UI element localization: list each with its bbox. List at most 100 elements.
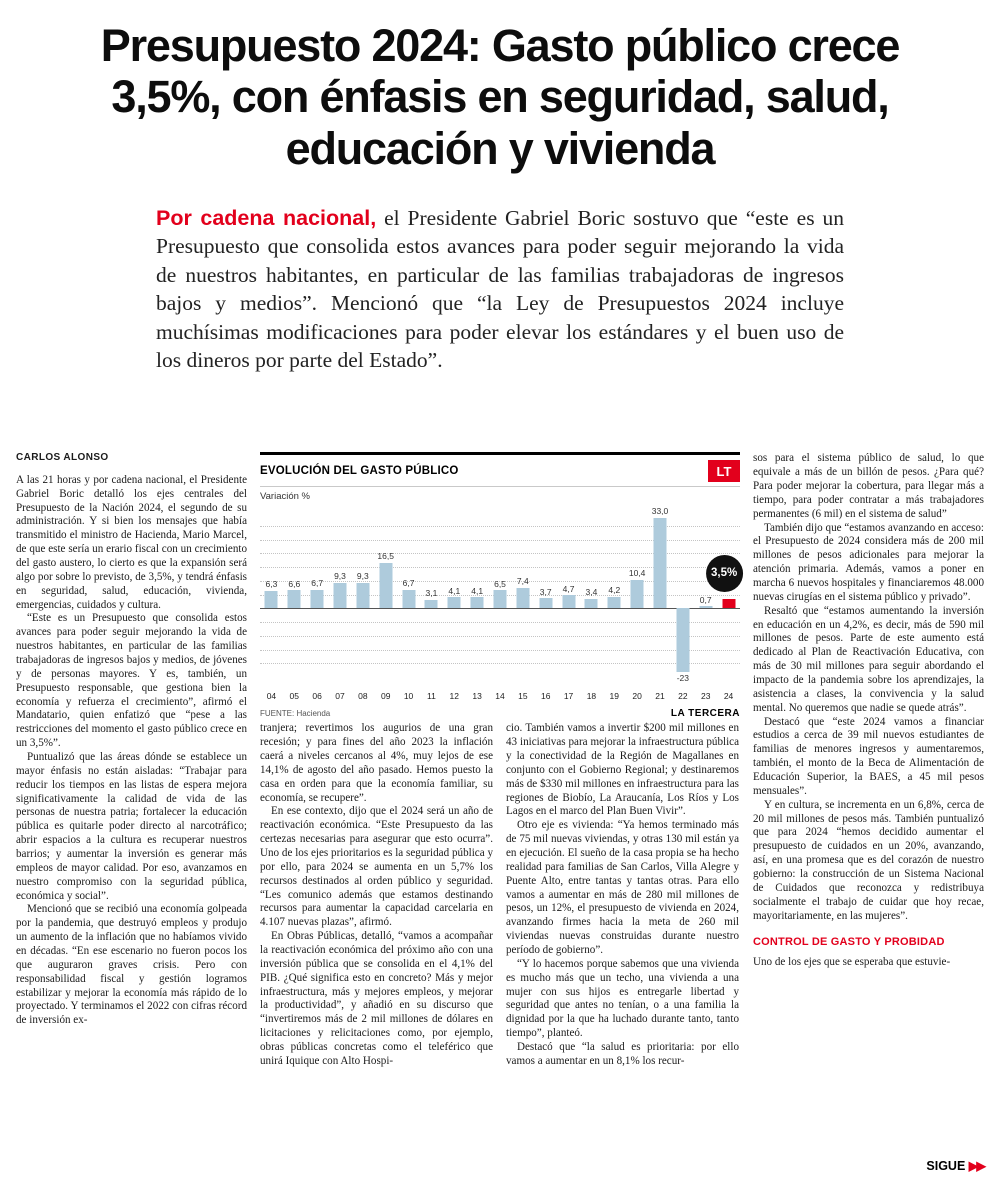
bar — [356, 582, 370, 609]
gridline — [260, 635, 740, 637]
bar — [333, 582, 347, 609]
bar — [470, 597, 484, 609]
chart-header: EVOLUCIÓN DEL GASTO PÚBLICO LT — [260, 460, 740, 483]
bar — [630, 579, 644, 609]
x-axis-label: 08 — [358, 691, 368, 702]
x-axis-label: 07 — [335, 691, 345, 702]
x-axis-label: 15 — [518, 691, 528, 702]
column-4-tail-paragraphs: Uno de los ejes que se esperaba que estu… — [753, 956, 984, 970]
paragraph: tranjera; revertimos los augurios de una… — [260, 722, 493, 804]
paragraph: Otro eje es vivienda: “Ya hemos terminad… — [506, 819, 739, 957]
paragraph: Puntualizó que las áreas dónde se establ… — [16, 750, 247, 902]
x-axis-label: 24 — [723, 691, 734, 702]
x-axis-label: 17 — [563, 691, 574, 702]
column-4: sos para el sistema público de salud, lo… — [753, 452, 984, 1164]
bar — [310, 589, 324, 609]
headline-line-2: 3,5%, con énfasis en seguridad, salud, — [111, 71, 889, 123]
column-2: tranjera; revertimos los augurios de una… — [260, 722, 493, 1164]
bar — [447, 597, 461, 609]
x-axis-label: 20 — [632, 691, 642, 702]
chart-footer: FUENTE: Hacienda LA TERCERA — [260, 708, 740, 719]
axis-baseline — [260, 608, 740, 610]
paragraph: cio. También vamos a invertir $200 mil m… — [506, 722, 739, 818]
bar — [424, 599, 438, 609]
x-axis-label: 12 — [449, 691, 460, 702]
paragraph: sos para el sistema público de salud, lo… — [753, 452, 984, 520]
paragraph: Destacó que “la salud es prioritaria: po… — [506, 1041, 739, 1067]
x-axis-label: 05 — [289, 691, 300, 702]
article-lede: Por cadena nacional, el Presidente Gabri… — [156, 204, 844, 374]
bar — [722, 598, 736, 609]
x-axis-label: 10 — [403, 691, 414, 702]
paragraph: En ese contexto, dijo que el 2024 será u… — [260, 805, 493, 929]
value-label: -23 — [676, 673, 689, 684]
chart-title: EVOLUCIÓN DEL GASTO PÚBLICO — [260, 465, 459, 478]
sigue-arrows-icon: ▶▶ — [968, 1159, 986, 1173]
x-axis-label: 18 — [586, 691, 597, 702]
chart-credit: LA TERCERA — [670, 708, 740, 720]
value-label: 6,7 — [311, 578, 324, 589]
x-axis-label: 16 — [540, 691, 551, 702]
paragraph: A las 21 horas y por cadena nacional, el… — [16, 473, 247, 611]
chart-ylabel: Variación % — [260, 491, 310, 503]
section-subhead: CONTROL DE GASTO Y PROBIDAD — [753, 935, 945, 948]
x-axis-label: 23 — [700, 691, 711, 702]
lede-kicker: Por cadena nacional, — [156, 206, 377, 231]
value-label: 6,3 — [265, 579, 278, 590]
paragraph: Y en cultura, se incrementa en un 6,8%, … — [753, 798, 984, 922]
article-headline: Presupuesto 2024: Gasto público crece 3,… — [16, 20, 984, 174]
x-axis-label: 06 — [312, 691, 322, 702]
value-label: 6,6 — [288, 578, 301, 589]
gridline — [260, 567, 740, 569]
chart-x-axis: 04 05 06 07 08 09 10 11 12 13 14 15 16 17 18 19 20 21 22 23… — [260, 691, 740, 704]
sigue-label: SIGUE — [926, 1159, 969, 1173]
x-axis-label: 04 — [266, 691, 277, 702]
x-axis-label: 11 — [427, 691, 436, 702]
value-label: 10,4 — [628, 568, 646, 579]
paragraph: “Y lo hacemos porque sabemos que una viv… — [506, 957, 739, 1040]
value-label: 4,7 — [562, 583, 575, 594]
x-axis-label: 14 — [495, 691, 505, 702]
bar — [699, 606, 713, 609]
x-axis-label: 19 — [609, 691, 620, 702]
x-axis-label: 13 — [472, 691, 482, 702]
middle-columns: tranjera; revertimos los augurios de una… — [260, 722, 740, 1164]
article-body: CARLOS ALONSO A las 21 horas y por caden… — [16, 452, 984, 1164]
bar — [402, 589, 416, 609]
value-label: 0,7 — [699, 594, 712, 605]
column-1: CARLOS ALONSO A las 21 horas y por caden… — [16, 452, 247, 1164]
value-label: 3,4 — [585, 587, 598, 598]
chart-source: FUENTE: Hacienda — [260, 709, 331, 719]
paragraph: Destacó que “este 2024 vamos a financiar… — [753, 715, 984, 797]
lede-text: el Presidente Gabriel Boric sostuvo que … — [156, 206, 844, 372]
value-label: 33,0 — [651, 506, 669, 517]
chart: EVOLUCIÓN DEL GASTO PÚBLICO LT Variación… — [260, 452, 743, 719]
value-label: 3,7 — [539, 586, 552, 597]
gridline — [260, 539, 740, 541]
lt-logo: LT — [708, 460, 740, 483]
value-label: 6,5 — [494, 578, 506, 589]
highlight-badge: 3,5% — [705, 554, 743, 592]
chart-plot-area: 6,3 6,6 6,7 9,3 9,3 16,5 6,7 3,1 4,1 4,1 6,5 7,4 3,7… — [260, 504, 743, 689]
bar — [287, 590, 301, 609]
value-label: 4,1 — [448, 585, 461, 596]
bar — [493, 590, 507, 609]
paragraph: Resaltó que “estamos aumentando la inver… — [753, 604, 984, 714]
value-label: 7,4 — [516, 576, 529, 587]
value-label: 4,1 — [471, 585, 484, 596]
headline-line-3: educación y vivienda — [285, 122, 716, 174]
bar — [584, 598, 598, 609]
bar — [653, 517, 667, 609]
byline: CARLOS ALONSO — [16, 452, 109, 464]
bar — [379, 562, 393, 609]
continues-indicator: SIGUE ▶▶ — [926, 1158, 986, 1173]
x-axis-label: 21 — [655, 691, 665, 702]
column-4-paragraphs: sos para el sistema público de salud, lo… — [753, 452, 984, 923]
headline-line-1: Presupuesto 2024: Gasto público crece — [100, 20, 901, 71]
gridline — [260, 525, 740, 527]
column-3: cio. También vamos a invertir $200 mil m… — [506, 722, 739, 1164]
paragraph: También dijo que “estamos avanzando en a… — [753, 521, 984, 603]
value-label: 9,3 — [356, 571, 369, 582]
bar — [607, 596, 621, 609]
